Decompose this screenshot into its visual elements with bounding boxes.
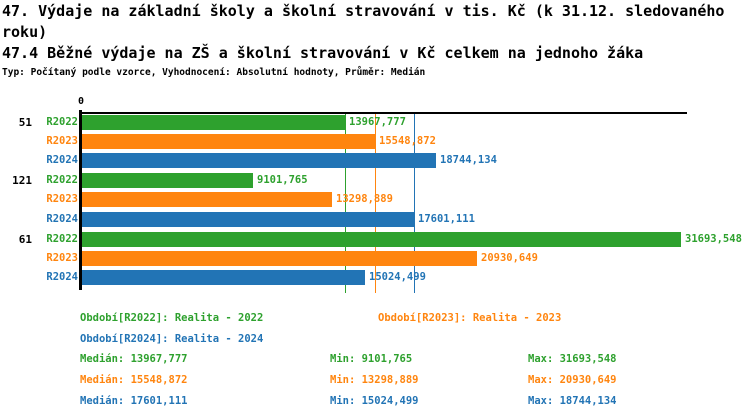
legend-entry-r2022: Období[R2022]: Realita - 2022 <box>80 312 264 324</box>
stat-min-r2023: Min: 13298,889 <box>330 374 419 386</box>
series-label: R2024 <box>46 154 78 166</box>
series-label: R2024 <box>46 213 78 225</box>
x-axis-line <box>79 112 687 114</box>
bar <box>82 192 332 207</box>
legend-entry-r2024: Období[R2024]: Realita - 2024 <box>80 333 264 345</box>
stat-min-r2024: Min: 15024,499 <box>330 395 419 407</box>
page-title-line2: roku) <box>2 23 48 41</box>
series-label: R2024 <box>46 271 78 283</box>
bar-value-label: 13298,889 <box>336 193 393 205</box>
median-line-r2022 <box>345 113 346 293</box>
series-label: R2023 <box>46 193 78 205</box>
series-label: R2022 <box>46 116 78 128</box>
bar <box>82 153 436 168</box>
bar-value-label: 20930,649 <box>481 252 538 264</box>
stat-max-r2024: Max: 18744,134 <box>528 395 617 407</box>
bar <box>82 212 414 227</box>
bar-value-label: 13967,777 <box>349 116 406 128</box>
bar-row: 61 R2022 31693,548 <box>0 232 750 247</box>
bar <box>82 270 365 285</box>
stat-median-r2024: Medián: 17601,111 <box>80 395 188 407</box>
series-label: R2023 <box>46 252 78 264</box>
stat-max-r2022: Max: 31693,548 <box>528 353 617 365</box>
median-line-r2024 <box>414 113 415 293</box>
bar-value-label: 17601,111 <box>418 213 475 225</box>
chart-meta: Typ: Počítaný podle vzorce, Vyhodnocení:… <box>2 67 426 78</box>
legend-entry-r2023: Období[R2023]: Realita - 2023 <box>378 312 562 324</box>
bar <box>82 134 375 149</box>
stat-max-r2023: Max: 20930,649 <box>528 374 617 386</box>
bar-value-label: 18744,134 <box>440 154 497 166</box>
group-label: 61 <box>18 233 32 246</box>
y-axis-line <box>79 110 82 290</box>
series-label: R2022 <box>46 233 78 245</box>
bar-row: R2023 20930,649 <box>0 251 750 266</box>
bar-row: R2023 15548,872 <box>0 134 750 149</box>
bar-value-label: 15548,872 <box>379 135 436 147</box>
group-label: 121 <box>12 174 32 187</box>
bar-row: R2024 17601,111 <box>0 212 750 227</box>
stat-min-r2022: Min: 9101,765 <box>330 353 413 365</box>
bar-row: 51 R2022 13967,777 <box>0 115 750 130</box>
page-title-line1: 47. Výdaje na základní školy a školní st… <box>2 2 725 20</box>
series-label: R2022 <box>46 174 78 186</box>
bar <box>82 232 681 247</box>
bar-row: 121 R2022 9101,765 <box>0 173 750 188</box>
bar-row: R2023 13298,889 <box>0 192 750 207</box>
bar <box>82 173 253 188</box>
series-label: R2023 <box>46 135 78 147</box>
stat-median-r2023: Medián: 15548,872 <box>80 374 188 386</box>
x-axis-zero-tick-label: 0 <box>77 96 85 107</box>
bar-row: R2024 15024,499 <box>0 270 750 285</box>
bar-value-label: 9101,765 <box>257 174 308 186</box>
median-line-r2023 <box>375 113 376 293</box>
bar-value-label: 15024,499 <box>369 271 426 283</box>
group-label: 51 <box>18 116 32 129</box>
stat-median-r2022: Medián: 13967,777 <box>80 353 188 365</box>
bar-value-label: 31693,548 <box>685 233 742 245</box>
bar <box>82 115 345 130</box>
bar-row: R2024 18744,134 <box>0 153 750 168</box>
bar <box>82 251 477 266</box>
page-subtitle: 47.4 Běžné výdaje na ZŠ a školní stravov… <box>2 44 644 62</box>
